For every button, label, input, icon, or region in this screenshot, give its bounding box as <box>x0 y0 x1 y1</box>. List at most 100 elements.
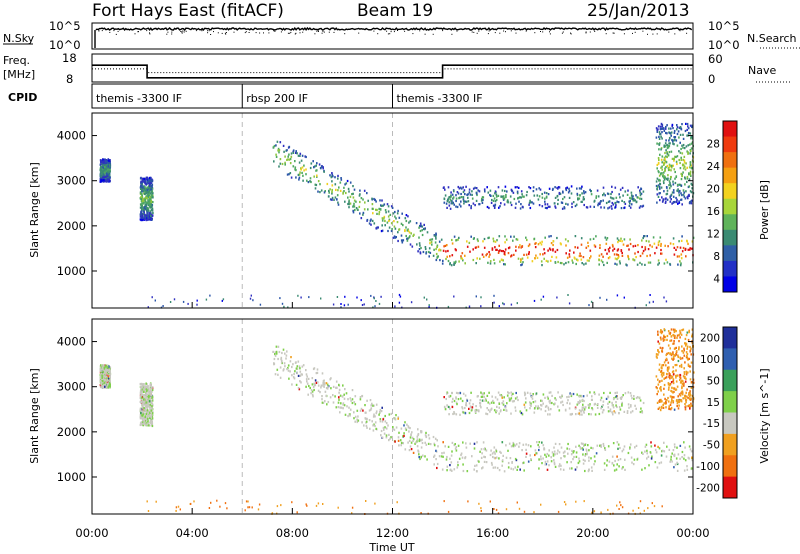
scatter-point <box>449 407 451 410</box>
scatter-point <box>331 184 334 187</box>
scatter-point <box>676 374 678 377</box>
ground-point <box>632 509 634 512</box>
scatter-point <box>509 398 511 401</box>
scatter-point <box>470 235 472 238</box>
scatter-point <box>689 349 692 352</box>
scatter-point <box>684 337 687 340</box>
scatter-point <box>660 122 663 125</box>
scatter-point <box>662 406 665 409</box>
scatter-point <box>347 398 349 401</box>
scatter-point <box>335 380 338 383</box>
scatter-point <box>663 190 665 193</box>
scatter-point <box>560 396 562 399</box>
scatter-point <box>431 238 434 241</box>
ground-point <box>663 296 665 299</box>
scatter-point <box>610 205 613 208</box>
scatter-point <box>103 372 106 375</box>
scatter-point <box>676 124 678 127</box>
scatter-point <box>103 179 105 182</box>
scatter-point <box>384 219 386 223</box>
scatter-point <box>591 395 593 398</box>
scatter-point <box>683 373 686 376</box>
scatter-point <box>582 196 585 199</box>
scatter-point <box>686 331 689 334</box>
scatter-point <box>584 191 587 194</box>
scatter-point <box>658 240 661 243</box>
scatter-point <box>141 403 144 406</box>
scatter-point <box>419 244 421 247</box>
scatter-point <box>495 450 498 453</box>
scatter-point <box>680 257 683 260</box>
scatter-point <box>410 433 412 436</box>
scatter-point <box>501 441 504 444</box>
scatter-point <box>381 406 383 409</box>
scatter-point <box>543 257 545 260</box>
scatter-point <box>146 214 148 217</box>
scatter-point <box>487 261 489 264</box>
scatter-point <box>683 159 686 162</box>
scatter-point <box>629 202 631 205</box>
scatter-point <box>665 131 667 135</box>
scatter-point <box>689 378 692 381</box>
scatter-point <box>557 260 559 264</box>
scatter-point <box>468 411 471 415</box>
scatter-point <box>649 261 652 264</box>
scatter-point <box>151 214 154 217</box>
scatter-point <box>485 449 488 452</box>
scatter-point <box>334 196 337 199</box>
scatter-point <box>518 246 520 249</box>
scatter-point <box>345 392 348 395</box>
scatter-point <box>676 461 678 464</box>
ground-point <box>380 295 382 298</box>
scatter-point <box>442 186 445 189</box>
scatter-point <box>101 170 103 173</box>
scatter-point <box>492 204 495 207</box>
scatter-point <box>600 259 603 262</box>
scatter-point <box>436 462 439 466</box>
nave-label: Nave <box>748 64 776 77</box>
noise-search-dot <box>207 30 209 32</box>
scatter-point <box>347 196 349 199</box>
scatter-point <box>381 199 383 202</box>
scatter-point <box>631 461 633 464</box>
scatter-point <box>504 406 507 409</box>
scatter-point <box>607 396 610 399</box>
scatter-point <box>564 408 567 411</box>
scatter-point <box>449 394 452 398</box>
scatter-point <box>675 380 678 383</box>
scatter-point <box>309 386 311 390</box>
scatter-point <box>672 243 675 246</box>
scatter-point <box>452 196 455 199</box>
scatter-point <box>681 345 683 348</box>
scatter-point <box>340 406 343 409</box>
scatter-point <box>392 212 395 215</box>
scatter-point <box>517 196 520 199</box>
scatter-point <box>580 258 583 261</box>
scatter-point <box>100 179 103 183</box>
scatter-point <box>663 402 665 405</box>
scatter-point <box>521 413 524 416</box>
scatter-point <box>272 146 275 149</box>
noise-search-dot <box>377 33 379 35</box>
scatter-point <box>593 391 596 394</box>
scatter-point <box>275 345 278 348</box>
scatter-point <box>670 458 672 461</box>
scatter-point <box>147 417 149 420</box>
scatter-point <box>139 215 142 218</box>
scatter-point <box>298 173 301 176</box>
scatter-point <box>682 167 685 170</box>
scatter-point <box>676 128 678 131</box>
scatter-point <box>140 218 142 222</box>
scatter-point <box>295 367 298 370</box>
scatter-point <box>685 351 688 354</box>
scatter-point <box>103 168 106 171</box>
scatter-point <box>146 186 148 189</box>
scatter-point <box>397 436 400 439</box>
freq-tick-bottom: 8 <box>66 72 73 86</box>
scatter-point <box>508 442 511 445</box>
scatter-point <box>151 190 154 193</box>
scatter-point <box>541 264 543 267</box>
scatter-point <box>677 183 679 186</box>
scatter-point <box>508 397 510 400</box>
scatter-point <box>616 397 619 400</box>
